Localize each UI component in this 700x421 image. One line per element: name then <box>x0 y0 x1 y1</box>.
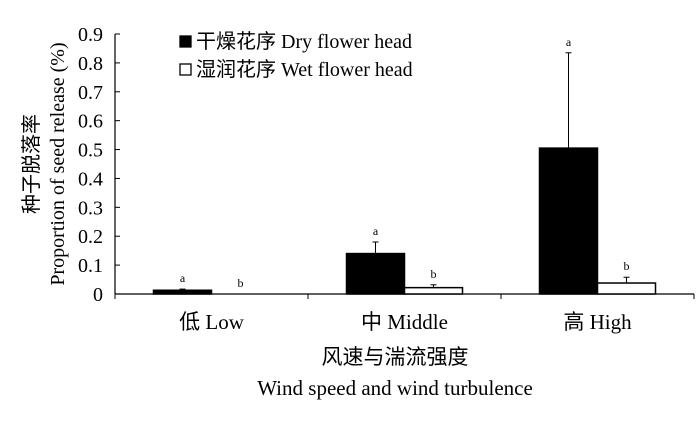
y-tick-label: 0.5 <box>78 140 103 162</box>
legend-label: 湿润花序 Wet flower head <box>196 58 413 81</box>
bar-wet <box>403 286 464 295</box>
x-axis-label-cn: 风速与湍流强度 <box>322 345 469 369</box>
significance-letter: a <box>566 35 572 49</box>
significance-letter: a <box>180 271 186 285</box>
x-tick-label: 中 Middle <box>361 310 448 334</box>
y-tick-label: 0.3 <box>78 197 103 219</box>
legend-swatch <box>179 35 192 48</box>
legend-swatch <box>179 63 192 76</box>
y-axis-label-en: Proportion of seed release (%) <box>47 42 69 285</box>
x-tick-label: 低 Low <box>179 310 245 334</box>
x-tick-label: 高 High <box>563 310 632 334</box>
y-tick-label: 0.9 <box>78 24 103 46</box>
bar-dry <box>152 289 213 295</box>
y-tick-label: 0.6 <box>78 111 103 133</box>
significance-letter: b <box>431 267 437 281</box>
bar-wet <box>596 282 657 295</box>
significance-letter: a <box>373 224 379 238</box>
bars <box>152 52 657 295</box>
y-tick-label: 0.7 <box>78 82 103 104</box>
legend: 干燥花序 Dry flower head 湿润花序 Wet flower head <box>179 30 413 81</box>
significance-letter: b <box>624 259 630 273</box>
bar-dry <box>538 147 599 295</box>
y-axis-label-en-group: Proportion of seed release (%) <box>47 42 69 285</box>
y-tick-label: 0.4 <box>78 168 103 190</box>
y-tick-label: 0 <box>93 284 103 306</box>
legend-label: 干燥花序 Dry flower head <box>196 30 412 53</box>
y-tick-label: 0.1 <box>78 255 103 277</box>
labels: 低 Low a b 中 Middle a b 高 High a b 种子脱落率 Proportion… <box>20 35 632 400</box>
y-tick-label: 0.2 <box>78 226 103 248</box>
y-axis-label-cn-group: 种子脱落率 <box>20 114 43 214</box>
bar-dry <box>345 252 406 295</box>
y-axis-label-cn: 种子脱落率 <box>20 114 43 214</box>
significance-letter: b <box>238 276 244 290</box>
axes: 0 0.1 0.2 0.3 0.4 0.5 0.6 0.7 0.8 0.9 <box>78 24 695 306</box>
x-axis-label-en: Wind speed and wind turbulence <box>257 376 533 400</box>
y-tick-label: 0.8 <box>78 53 103 75</box>
